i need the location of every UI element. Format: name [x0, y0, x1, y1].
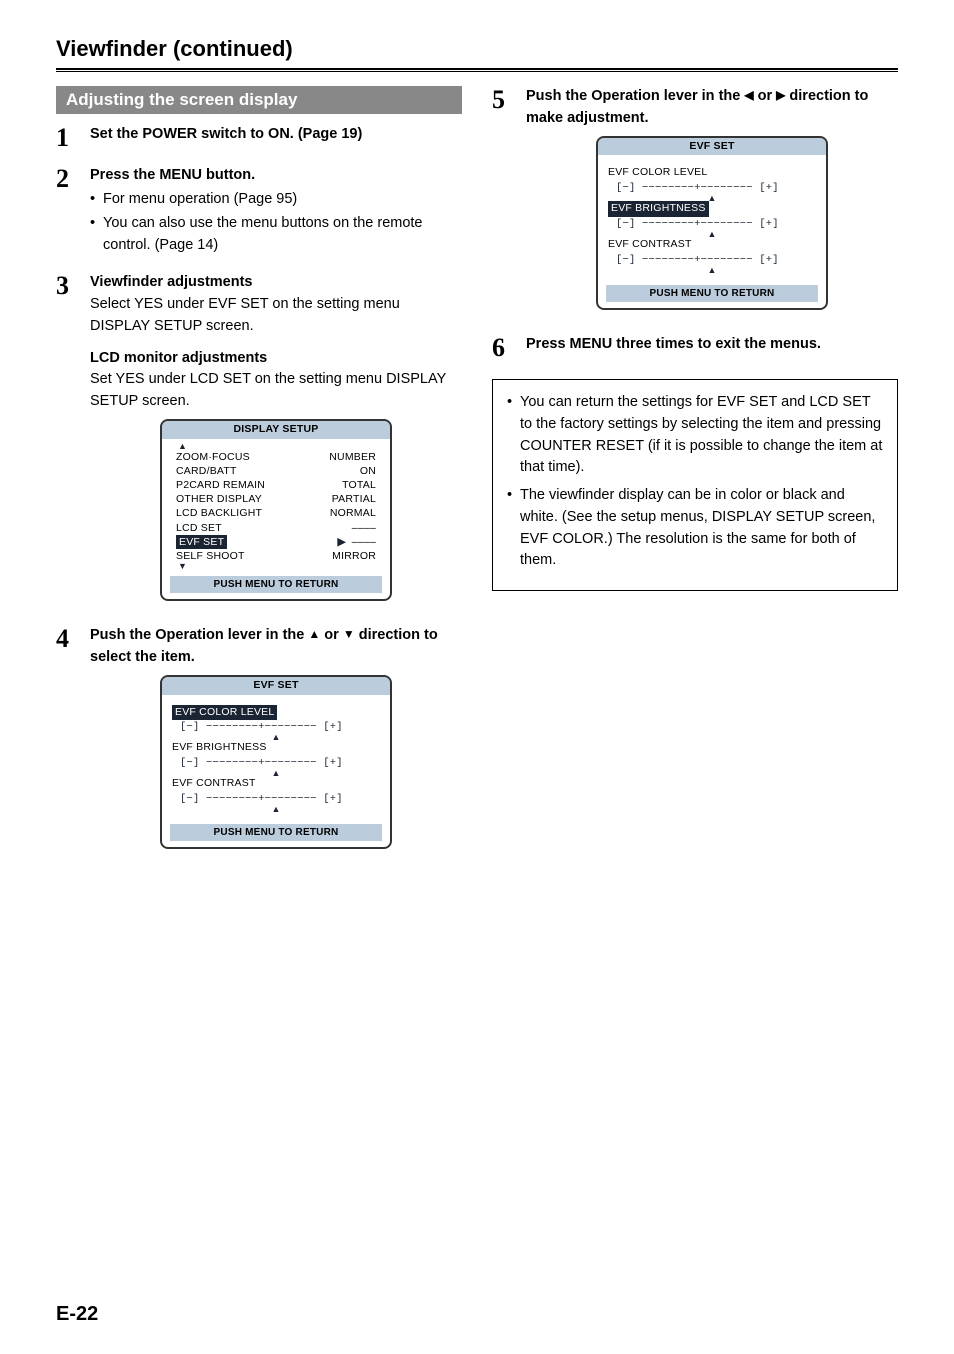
- triangle-up-icon: ▲: [308, 627, 320, 641]
- page-number: E-22: [56, 1303, 98, 1326]
- osd-item-highlighted: EVF COLOR LEVEL: [172, 705, 380, 721]
- osd-label-highlighted: EVF COLOR LEVEL: [172, 705, 277, 721]
- osd-row: P2CARD REMAIN TOTAL: [172, 478, 380, 492]
- triangle-down-icon: ▼: [343, 627, 355, 641]
- osd-value: ––––: [352, 521, 376, 535]
- osd-value: NUMBER: [329, 450, 376, 464]
- step-head: Push the Operation lever in the ◀ or ▶ d…: [526, 88, 868, 126]
- osd-row-highlighted: EVF SET ▶––––: [172, 535, 380, 549]
- content-columns: Adjusting the screen display 1 Set the P…: [56, 86, 898, 873]
- scroll-down-icon: ▼: [172, 563, 380, 570]
- scroll-up-icon: ▲: [172, 443, 380, 450]
- osd-label-highlighted: EVF BRIGHTNESS: [608, 201, 709, 217]
- step-body: Viewfinder adjustments Select YES under …: [90, 272, 462, 611]
- osd-row: CARD/BATT ON: [172, 464, 380, 478]
- step-number: 5: [492, 86, 526, 320]
- step-text: Set YES under LCD SET on the setting men…: [90, 371, 446, 409]
- osd-item: EVF CONTRAST: [172, 776, 380, 792]
- bullet-item: For menu operation (Page 95): [90, 189, 462, 211]
- osd-value: PARTIAL: [332, 492, 376, 506]
- osd-evf-set: EVF SET EVF COLOR LEVEL [−] −−−−−−−−+−−−…: [596, 136, 828, 310]
- osd-label: LCD BACKLIGHT: [176, 506, 262, 520]
- osd-item: EVF CONTRAST: [608, 237, 816, 253]
- triangle-right-icon: ▶: [338, 536, 352, 548]
- note-item: The viewfinder display can be in color o…: [507, 485, 883, 572]
- triangle-right-icon: ▶: [776, 88, 785, 102]
- triangle-left-icon: ◀: [744, 88, 753, 102]
- osd-value-text: ––––: [352, 536, 376, 548]
- step-2: 2 Press the MENU button. For menu operat…: [56, 165, 462, 258]
- osd-title: DISPLAY SETUP: [162, 421, 390, 439]
- osd-footer: PUSH MENU TO RETURN: [170, 576, 382, 593]
- osd-value: NORMAL: [330, 506, 376, 520]
- step-body: Push the Operation lever in the ◀ or ▶ d…: [526, 86, 898, 320]
- osd-display-setup: DISPLAY SETUP ▲ ZOOM·FOCUS NUMBER CARD/BA…: [160, 419, 392, 602]
- osd-footer: PUSH MENU TO RETURN: [170, 824, 382, 841]
- step-text: Select YES under EVF SET on the setting …: [90, 296, 400, 334]
- osd-item: EVF COLOR LEVEL: [608, 165, 816, 181]
- step-head: Press MENU three times to exit the menus…: [526, 336, 821, 352]
- step-6: 6 Press MENU three times to exit the men…: [492, 334, 898, 361]
- osd-row: LCD SET ––––: [172, 521, 380, 535]
- step-body: Push the Operation lever in the ▲ or ▼ d…: [90, 625, 462, 859]
- step-number: 3: [56, 272, 90, 611]
- step-number: 6: [492, 334, 526, 361]
- step-head: Press the MENU button.: [90, 167, 255, 183]
- step-sub-head: LCD monitor adjustments: [90, 348, 462, 370]
- osd-title: EVF SET: [162, 677, 390, 695]
- text-frag: or: [320, 627, 343, 643]
- osd-row: SELF SHOOTMIRROR: [172, 549, 380, 563]
- osd-label: CARD/BATT: [176, 464, 237, 478]
- note-item: You can return the settings for EVF SET …: [507, 392, 883, 479]
- osd-row: LCD BACKLIGHT NORMAL: [172, 506, 380, 520]
- osd-value: ▶––––: [338, 535, 377, 549]
- page-title: Viewfinder (continued): [56, 36, 898, 62]
- section-header: Adjusting the screen display: [56, 86, 462, 114]
- step-head: Set the POWER switch to ON. (Page 19): [90, 126, 362, 142]
- osd-value: TOTAL: [342, 478, 376, 492]
- step-1: 1 Set the POWER switch to ON. (Page 19): [56, 124, 462, 151]
- bullet-item: You can also use the menu buttons on the…: [90, 213, 462, 257]
- step-4: 4 Push the Operation lever in the ▲ or ▼…: [56, 625, 462, 859]
- step-body: Press the MENU button. For menu operatio…: [90, 165, 462, 258]
- osd-footer: PUSH MENU TO RETURN: [606, 285, 818, 302]
- left-column: Adjusting the screen display 1 Set the P…: [56, 86, 462, 873]
- step-head: Push the Operation lever in the ▲ or ▼ d…: [90, 627, 438, 665]
- step-number: 2: [56, 165, 90, 258]
- osd-label: P2CARD REMAIN: [176, 478, 265, 492]
- osd-label: LCD SET: [176, 521, 222, 535]
- osd-row: OTHER DISPLAY PARTIAL: [172, 492, 380, 506]
- step-5: 5 Push the Operation lever in the ◀ or ▶…: [492, 86, 898, 320]
- osd-evf-set: EVF SET EVF COLOR LEVEL [−] −−−−−−−−+−−−…: [160, 675, 392, 849]
- step-body: Set the POWER switch to ON. (Page 19): [90, 124, 462, 151]
- text-frag: Push the Operation lever in the: [526, 88, 744, 104]
- osd-label-highlighted: EVF SET: [176, 535, 227, 549]
- step-number: 4: [56, 625, 90, 859]
- osd-label: OTHER DISPLAY: [176, 492, 262, 506]
- text-frag: Push the Operation lever in the: [90, 627, 308, 643]
- right-column: 5 Push the Operation lever in the ◀ or ▶…: [492, 86, 898, 873]
- title-divider: [56, 68, 898, 72]
- osd-title: EVF SET: [598, 138, 826, 156]
- step-3: 3 Viewfinder adjustments Select YES unde…: [56, 272, 462, 611]
- text-frag: or: [754, 88, 777, 104]
- osd-label: ZOOM·FOCUS: [176, 450, 250, 464]
- osd-item: EVF BRIGHTNESS: [172, 740, 380, 756]
- osd-value: MIRROR: [332, 549, 376, 563]
- step-body: Press MENU three times to exit the menus…: [526, 334, 898, 361]
- osd-item-highlighted: EVF BRIGHTNESS: [608, 201, 816, 217]
- osd-row: ZOOM·FOCUS NUMBER: [172, 450, 380, 464]
- osd-value: ON: [360, 464, 376, 478]
- step-bullets: For menu operation (Page 95) You can als…: [90, 189, 462, 256]
- step-head: Viewfinder adjustments: [90, 274, 253, 290]
- step-number: 1: [56, 124, 90, 151]
- notes-box: You can return the settings for EVF SET …: [492, 379, 898, 591]
